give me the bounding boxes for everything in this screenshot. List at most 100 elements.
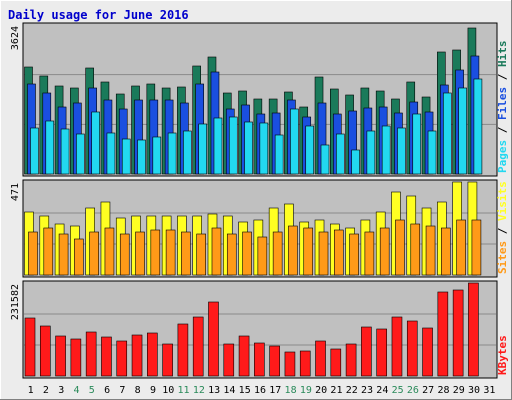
- bar-sites-day-2: [43, 227, 54, 276]
- day-label-11: 11: [178, 385, 190, 396]
- bar-kbytes-day-29: [452, 289, 464, 377]
- bar-pages-day-22: [351, 149, 360, 175]
- bar-pages-day-21: [336, 133, 345, 175]
- day-label-15: 15: [239, 385, 251, 396]
- bar-pages-day-27: [427, 130, 437, 175]
- bar-kbytes-day-4: [70, 338, 82, 377]
- middle-ymax-label: 471: [10, 183, 21, 201]
- legend-separator: /: [496, 120, 509, 140]
- legend-item-sites: Sites: [496, 241, 509, 274]
- chart-title: Daily usage for June 2016: [8, 8, 189, 22]
- bar-sites-day-28: [441, 227, 451, 276]
- bar-kbytes-day-1: [24, 317, 36, 377]
- bar-sites-day-18: [288, 225, 298, 276]
- day-label-23: 23: [361, 385, 373, 396]
- day-label-20: 20: [315, 385, 327, 396]
- bar-pages-day-15: [244, 121, 253, 175]
- bar-sites-day-6: [104, 227, 115, 276]
- legend-panel-0: Pages / Files / Hits: [496, 41, 509, 174]
- day-label-27: 27: [422, 385, 434, 396]
- bar-kbytes-day-19: [299, 350, 311, 377]
- bar-sites-day-12: [196, 233, 206, 276]
- bar-sites-day-22: [349, 233, 359, 276]
- bottom-ymax-label: 231582: [10, 284, 21, 320]
- bar-kbytes-day-16: [254, 342, 265, 377]
- bar-kbytes-day-3: [55, 335, 66, 377]
- bar-sites-day-14: [226, 233, 237, 276]
- bar-sites-day-7: [119, 233, 130, 276]
- day-label-22: 22: [346, 385, 358, 396]
- day-label-30: 30: [468, 385, 480, 396]
- bar-sites-day-27: [425, 225, 436, 276]
- bar-pages-day-7: [121, 138, 131, 175]
- bar-pages-day-19: [305, 125, 315, 175]
- bar-sites-day-24: [379, 227, 390, 276]
- bar-pages-day-26: [412, 113, 422, 175]
- bar-kbytes-day-15: [238, 335, 250, 377]
- bar-sites-day-11: [181, 231, 191, 276]
- bar-sites-day-16: [257, 236, 268, 276]
- bar-sites-day-1: [28, 231, 38, 276]
- day-label-2: 2: [43, 385, 49, 396]
- day-label-28: 28: [437, 385, 449, 396]
- day-label-8: 8: [135, 385, 141, 396]
- day-label-16: 16: [254, 385, 266, 396]
- legend-separator: /: [496, 67, 509, 87]
- legend-panel-1: Sites / Visits: [496, 181, 509, 274]
- bars-layer: [24, 27, 483, 377]
- day-label-4: 4: [74, 385, 80, 396]
- bar-pages-day-5: [91, 111, 100, 175]
- bar-pages-day-2: [45, 120, 55, 175]
- legend-item-hits: Hits: [496, 41, 509, 68]
- bar-pages-day-3: [60, 128, 70, 175]
- bar-sites-day-10: [165, 229, 176, 276]
- bar-kbytes-day-10: [162, 343, 173, 377]
- bar-sites-day-26: [410, 223, 421, 276]
- bar-sites-day-23: [364, 231, 375, 276]
- legend-item-kbytes: KBytes: [496, 335, 509, 375]
- bar-kbytes-day-24: [376, 328, 387, 377]
- day-label-7: 7: [119, 385, 125, 396]
- bar-sites-day-19: [303, 227, 314, 276]
- day-label-12: 12: [193, 385, 205, 396]
- bar-kbytes-day-25: [391, 316, 403, 377]
- bar-sites-day-5: [89, 231, 99, 276]
- day-label-5: 5: [89, 385, 95, 396]
- bar-kbytes-day-9: [147, 332, 158, 377]
- bar-pages-day-8: [137, 139, 146, 175]
- bar-sites-day-3: [58, 233, 69, 276]
- day-label-31: 31: [483, 385, 495, 396]
- bar-pages-day-13: [213, 117, 223, 175]
- bar-sites-day-21: [334, 229, 344, 276]
- day-label-25: 25: [392, 385, 404, 396]
- bar-kbytes-day-23: [361, 326, 372, 377]
- bar-sites-day-8: [135, 231, 145, 276]
- bar-kbytes-day-2: [39, 325, 51, 377]
- bar-kbytes-day-30: [468, 282, 479, 377]
- day-label-29: 29: [453, 385, 465, 396]
- bar-kbytes-day-5: [85, 331, 97, 377]
- bar-kbytes-day-6: [101, 336, 112, 377]
- bar-pages-day-23: [366, 130, 376, 175]
- bar-sites-day-15: [242, 231, 252, 276]
- bar-kbytes-day-20: [315, 340, 326, 377]
- bar-kbytes-day-11: [177, 323, 189, 377]
- legend-item-visits: Visits: [496, 181, 509, 221]
- bar-pages-day-30: [473, 78, 483, 175]
- bar-sites-day-13: [211, 227, 222, 276]
- bar-pages-day-9: [152, 136, 162, 175]
- bar-pages-day-24: [381, 125, 391, 175]
- bar-sites-day-30: [471, 219, 482, 276]
- bar-kbytes-day-7: [116, 340, 128, 377]
- day-label-18: 18: [285, 385, 297, 396]
- bar-pages-day-25: [397, 127, 406, 175]
- day-label-10: 10: [162, 385, 174, 396]
- day-label-3: 3: [58, 385, 64, 396]
- day-label-26: 26: [407, 385, 419, 396]
- bar-sites-day-20: [318, 231, 329, 276]
- legend-panel-2: KBytes: [496, 335, 509, 375]
- bar-pages-day-12: [198, 123, 207, 175]
- bar-pages-day-28: [443, 92, 452, 175]
- day-label-19: 19: [300, 385, 312, 396]
